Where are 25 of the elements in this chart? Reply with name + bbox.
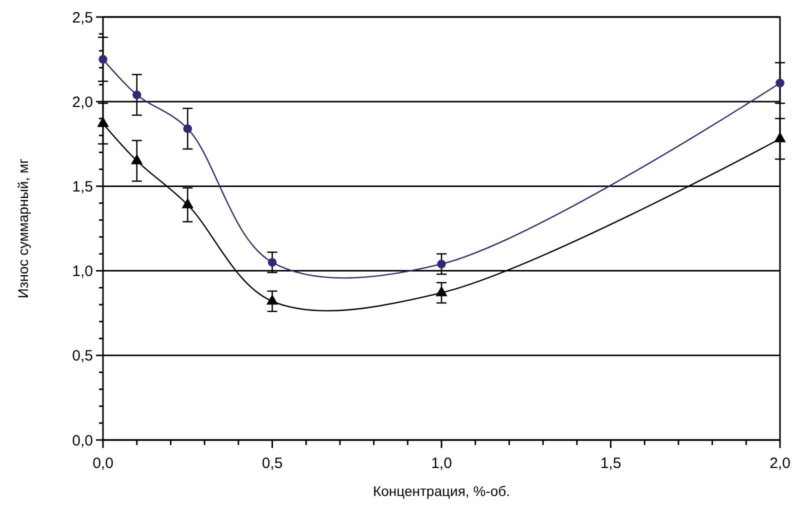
- x-tick-label: 1,0: [431, 455, 452, 472]
- y-tick-label: 1,5: [72, 178, 93, 196]
- point: [437, 260, 446, 268]
- x-axis-title: Концентрация, %-об.: [372, 483, 510, 499]
- y-tick-label: 0,5: [72, 348, 93, 365]
- point: [776, 78, 784, 88]
- point: [98, 54, 108, 64]
- x-tick-label: 2,0: [770, 455, 790, 472]
- point: [436, 286, 448, 296]
- point: [130, 154, 143, 164]
- point: [268, 258, 277, 267]
- point: [183, 124, 192, 134]
- y-tick-label: 0,0: [72, 432, 93, 450]
- point: [132, 90, 142, 100]
- point: [774, 132, 786, 142]
- x-tick-label: 1,5: [600, 455, 622, 472]
- x-tick-label: 0,5: [262, 455, 283, 472]
- point: [97, 116, 109, 127]
- y-tick-label: 1,0: [72, 263, 93, 280]
- y-tick-label: 2,5: [72, 9, 93, 26]
- y-axis-title: Износ суммарный, мг: [15, 158, 31, 298]
- x-tick-label: 0,0: [92, 455, 114, 472]
- point: [182, 198, 194, 208]
- point: [266, 294, 278, 305]
- y-tick-label: 2,0: [72, 94, 93, 111]
